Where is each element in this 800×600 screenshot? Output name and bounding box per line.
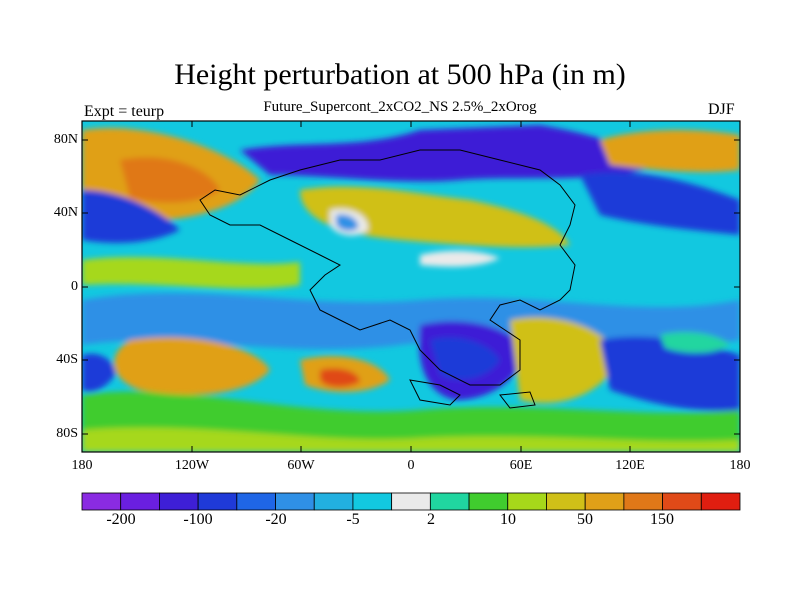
blue-low-south-center-core [430, 337, 500, 380]
colorbar-box [275, 492, 315, 511]
axis-ticks [81, 121, 741, 452]
y-tick-label: 80N [53, 132, 78, 147]
blue-low-far-southwest [82, 353, 115, 392]
colorbar-box [468, 492, 509, 511]
colorbar-box [429, 492, 470, 511]
plot-subtitle: Future_Supercont_2xCO2_NS 2.5%_2xOrog [263, 99, 537, 115]
colorbar-box [623, 492, 663, 511]
colorbar-label: 50 [577, 511, 593, 528]
blue-low-southeast [600, 336, 740, 411]
y-tick-label: 0 [71, 279, 78, 294]
x-tick-label: 0 [407, 458, 415, 473]
colorbar-label: -5 [346, 511, 360, 528]
colorbar-box [236, 492, 276, 511]
blue-low-northeast [580, 172, 740, 235]
red-core-south-center [320, 368, 360, 388]
colorbar [81, 492, 741, 511]
orange-high-northeast [600, 130, 740, 173]
colorbar-box [700, 492, 741, 511]
orange-high-northwest-core [120, 157, 220, 203]
plot-title: Height perturbation at 500 hPa (in m) [174, 58, 626, 91]
colorbar-label: 10 [500, 511, 516, 528]
y-tick-label: 40S [56, 352, 78, 367]
orange-high-southwest [113, 337, 271, 395]
y-tick-label: 80S [56, 426, 78, 441]
y-tick-label: 40N [53, 205, 78, 220]
colorbar-label: 150 [650, 511, 674, 528]
continent-outline [199, 149, 576, 386]
colorbar-label: 2 [427, 511, 435, 528]
experiment-label: Expt = teurp [84, 103, 165, 120]
x-tick-label: 60E [509, 458, 533, 473]
x-tick-label: 120E [615, 458, 645, 473]
season-label: DJF [708, 101, 735, 118]
yellow-high-midlat [300, 186, 570, 248]
yellow-high-southeast [510, 317, 620, 404]
yellow-green-band-south [82, 427, 740, 452]
colorbar-box [81, 492, 122, 511]
low-lat-yellow-west [82, 257, 300, 289]
colorbar-box [507, 492, 547, 511]
island-outline [409, 379, 461, 406]
colorbar-box [391, 492, 431, 511]
colorbar-label: -100 [183, 511, 213, 528]
x-tick-label: 180 [71, 458, 93, 473]
white-patch-equator [420, 250, 500, 267]
x-tick-label: 120W [174, 458, 210, 473]
green-patch-southeast [660, 332, 730, 353]
colorbar-box [313, 492, 354, 511]
x-tick-label: 60W [287, 458, 315, 473]
colorbar-box [546, 492, 586, 511]
colorbar-box [120, 492, 160, 511]
colorbar-box [197, 492, 238, 511]
blue-low-arctic [240, 125, 660, 182]
colorbar-label: -20 [265, 511, 287, 528]
colorbar-box [159, 492, 199, 511]
blue-low-center [336, 214, 359, 231]
colorbar-box [662, 492, 702, 511]
small-island-outline [499, 391, 536, 409]
colorbar-box [584, 492, 625, 511]
colorbar-label: -200 [106, 511, 136, 528]
colorbar-box [352, 492, 393, 511]
contour-field [82, 121, 740, 452]
blue-low-west [82, 190, 180, 243]
x-tick-label: 180 [729, 458, 751, 473]
